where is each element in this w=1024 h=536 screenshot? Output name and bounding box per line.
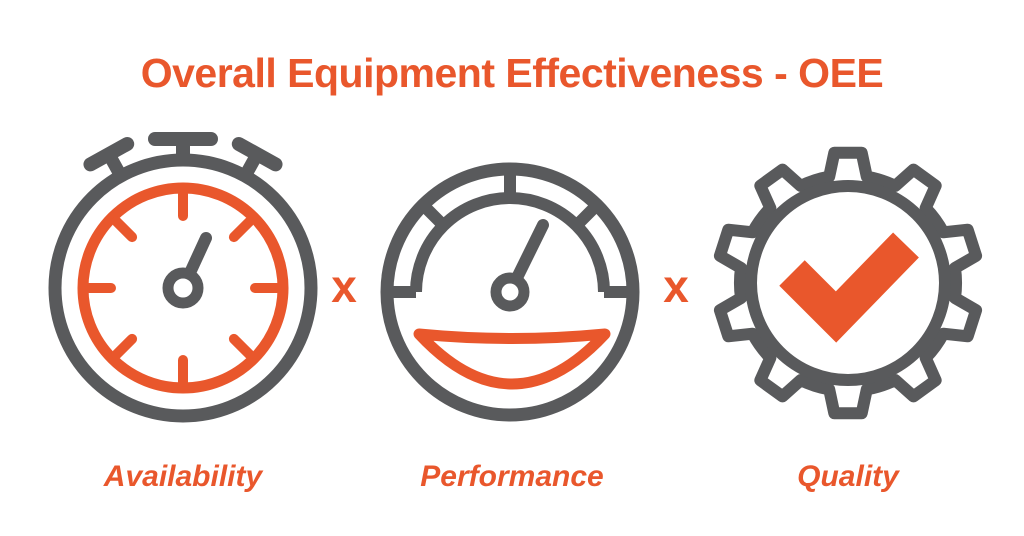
gear-inner-ring [745,180,951,386]
stopwatch-icon [48,132,318,423]
factor-label-availability: Availability [103,460,263,493]
multiply-operator: x [663,260,689,312]
gear-check-icon [713,146,983,420]
check-mark-icon [779,232,919,343]
stopwatch-ticks [84,189,282,387]
factor-label-performance: Performance [420,460,604,493]
multiply-operator: x [331,260,357,312]
gauge-icon [380,162,640,422]
gauge-hub [490,272,530,312]
stopwatch-hub [162,267,204,309]
page-title: Overall Equipment Effectiveness - OEE [140,50,884,96]
gauge-bezel [386,168,634,298]
stopwatch-dial-ring [77,182,289,394]
gauge-smile [413,328,611,390]
factor-label-quality: Quality [797,460,899,493]
